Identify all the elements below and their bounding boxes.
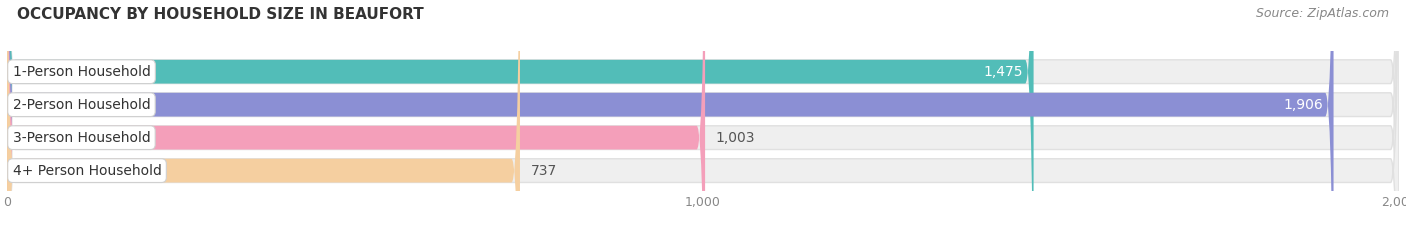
Text: 1-Person Household: 1-Person Household — [13, 65, 150, 79]
FancyBboxPatch shape — [7, 0, 1333, 233]
Text: OCCUPANCY BY HOUSEHOLD SIZE IN BEAUFORT: OCCUPANCY BY HOUSEHOLD SIZE IN BEAUFORT — [17, 7, 423, 22]
Text: 1,906: 1,906 — [1284, 98, 1323, 112]
FancyBboxPatch shape — [7, 0, 1399, 233]
Text: 3-Person Household: 3-Person Household — [13, 131, 150, 145]
FancyBboxPatch shape — [7, 0, 1399, 233]
FancyBboxPatch shape — [7, 0, 704, 233]
Text: 737: 737 — [530, 164, 557, 178]
FancyBboxPatch shape — [7, 0, 520, 233]
Text: 4+ Person Household: 4+ Person Household — [13, 164, 162, 178]
FancyBboxPatch shape — [7, 0, 1399, 233]
Text: Source: ZipAtlas.com: Source: ZipAtlas.com — [1256, 7, 1389, 20]
Text: 1,475: 1,475 — [984, 65, 1024, 79]
FancyBboxPatch shape — [7, 0, 1033, 233]
Text: 2-Person Household: 2-Person Household — [13, 98, 150, 112]
Text: 1,003: 1,003 — [716, 131, 755, 145]
FancyBboxPatch shape — [7, 0, 1399, 233]
